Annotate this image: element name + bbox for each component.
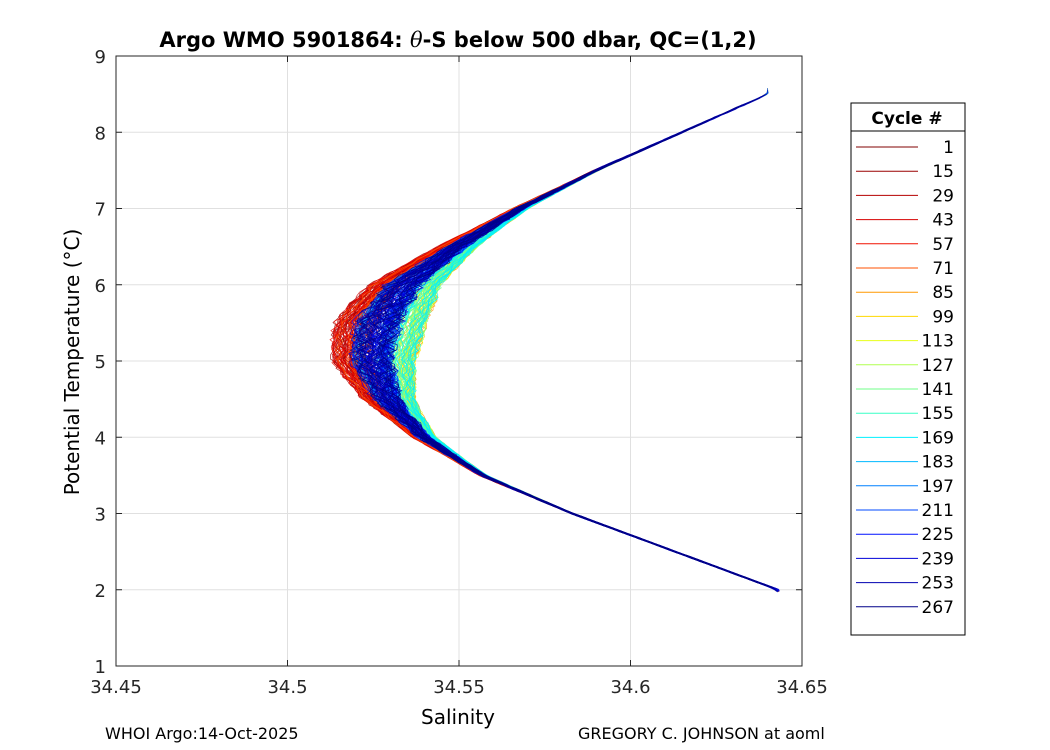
x-tick-label: 34.5: [267, 677, 307, 698]
legend-label-cycle-141: 141: [922, 380, 954, 400]
x-tick-label: 34.55: [433, 677, 485, 698]
x-tick-label: 34.6: [610, 677, 650, 698]
y-tick-label: 3: [95, 505, 106, 526]
legend-label-cycle-29: 29: [932, 186, 954, 206]
footer-author: GREGORY C. JOHNSON at aoml: [578, 724, 825, 743]
y-tick-label: 7: [95, 200, 106, 221]
y-tick-label: 2: [95, 581, 106, 602]
footer-credit-date: WHOI Argo:14-Oct-2025: [105, 724, 299, 743]
legend-label-cycle-267: 267: [922, 598, 954, 618]
ticks: 34.45 34.5 34.55 34.6 34.65 1 2 3 4 5 6 7 8 9: [90, 47, 828, 698]
y-tick-label: 9: [95, 47, 106, 68]
y-tick-label: 6: [95, 276, 106, 297]
legend-label-cycle-183: 183: [922, 453, 954, 473]
legend-label-cycle-15: 15: [932, 162, 954, 182]
x-tick-label: 34.65: [776, 677, 828, 698]
profiles-layer: [329, 87, 780, 593]
legend-label-cycle-99: 99: [932, 307, 954, 327]
legend-label-cycle-127: 127: [922, 356, 954, 376]
legend-label-cycle-1: 1: [943, 138, 954, 158]
y-axis-label: Potential Temperature (°C): [60, 229, 84, 496]
legend: Cycle # 1 15 29 43 57 71 85 99 113 127 141 155 169 18…: [850, 102, 966, 636]
legend-entries: 1 15 29 43 57 71 85 99 113 127 141 155 169 183 197 211 2…: [856, 138, 954, 618]
y-tick-label: 1: [95, 657, 106, 678]
legend-label-cycle-239: 239: [922, 549, 954, 569]
legend-label-cycle-225: 225: [922, 525, 954, 545]
y-tick-label: 4: [95, 428, 106, 449]
legend-label-cycle-57: 57: [932, 235, 954, 255]
legend-label-cycle-211: 211: [922, 501, 954, 521]
x-tick-label: 34.45: [90, 677, 142, 698]
legend-label-cycle-113: 113: [922, 332, 954, 352]
y-tick-label: 8: [95, 123, 106, 144]
legend-label-cycle-85: 85: [932, 283, 954, 303]
legend-title: Cycle #: [871, 109, 942, 129]
legend-label-cycle-71: 71: [932, 259, 954, 279]
legend-label-cycle-253: 253: [922, 574, 954, 594]
legend-label-cycle-155: 155: [922, 404, 954, 424]
profile-line-cycle-267: [377, 121, 766, 585]
title-theta: θ: [410, 28, 423, 52]
legend-label-cycle-169: 169: [922, 428, 954, 448]
x-axis-label: Salinity: [421, 705, 495, 729]
profile-line-cycle-267: [358, 147, 773, 588]
chart-title: Argo WMO 5901864: θ-S below 500 dbar, QC…: [159, 28, 756, 52]
y-tick-label: 5: [95, 352, 106, 373]
title-prefix: Argo WMO 5901864:: [159, 28, 410, 52]
legend-box: [850, 102, 966, 636]
legend-label-cycle-43: 43: [932, 211, 954, 231]
legend-label-cycle-197: 197: [922, 477, 954, 497]
title-suffix: -S below 500 dbar, QC=(1,2): [423, 28, 757, 52]
